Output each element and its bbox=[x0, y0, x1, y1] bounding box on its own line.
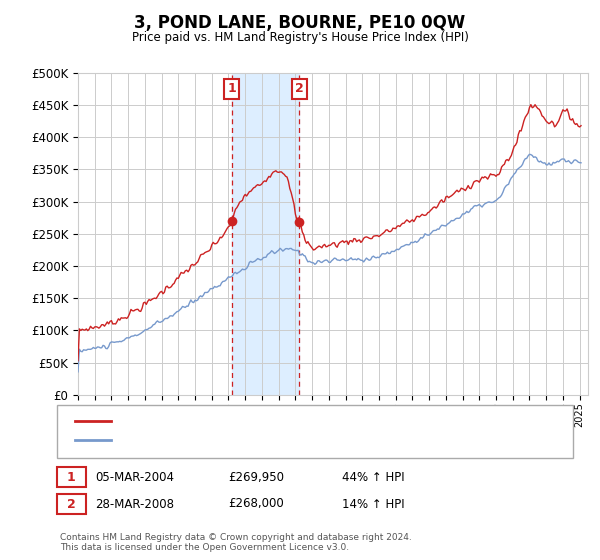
Text: 3, POND LANE, BOURNE, PE10 0QW (detached house): 3, POND LANE, BOURNE, PE10 0QW (detached… bbox=[120, 416, 421, 426]
Text: HPI: Average price, detached house, South Kesteven: HPI: Average price, detached house, Sout… bbox=[120, 435, 413, 445]
Text: Price paid vs. HM Land Registry's House Price Index (HPI): Price paid vs. HM Land Registry's House … bbox=[131, 31, 469, 44]
Text: 44% ↑ HPI: 44% ↑ HPI bbox=[342, 470, 404, 484]
Text: 1: 1 bbox=[67, 470, 76, 484]
Text: 05-MAR-2004: 05-MAR-2004 bbox=[95, 470, 174, 484]
Text: 1: 1 bbox=[227, 82, 236, 95]
Text: This data is licensed under the Open Government Licence v3.0.: This data is licensed under the Open Gov… bbox=[60, 543, 349, 552]
Text: Contains HM Land Registry data © Crown copyright and database right 2024.: Contains HM Land Registry data © Crown c… bbox=[60, 533, 412, 542]
Text: £269,950: £269,950 bbox=[228, 470, 284, 484]
Text: 3, POND LANE, BOURNE, PE10 0QW: 3, POND LANE, BOURNE, PE10 0QW bbox=[134, 14, 466, 32]
Text: 2: 2 bbox=[67, 497, 76, 511]
Text: 2: 2 bbox=[295, 82, 304, 95]
Bar bbox=[232, 73, 299, 395]
Text: £268,000: £268,000 bbox=[228, 497, 284, 511]
Text: 28-MAR-2008: 28-MAR-2008 bbox=[95, 497, 174, 511]
Text: 14% ↑ HPI: 14% ↑ HPI bbox=[342, 497, 404, 511]
